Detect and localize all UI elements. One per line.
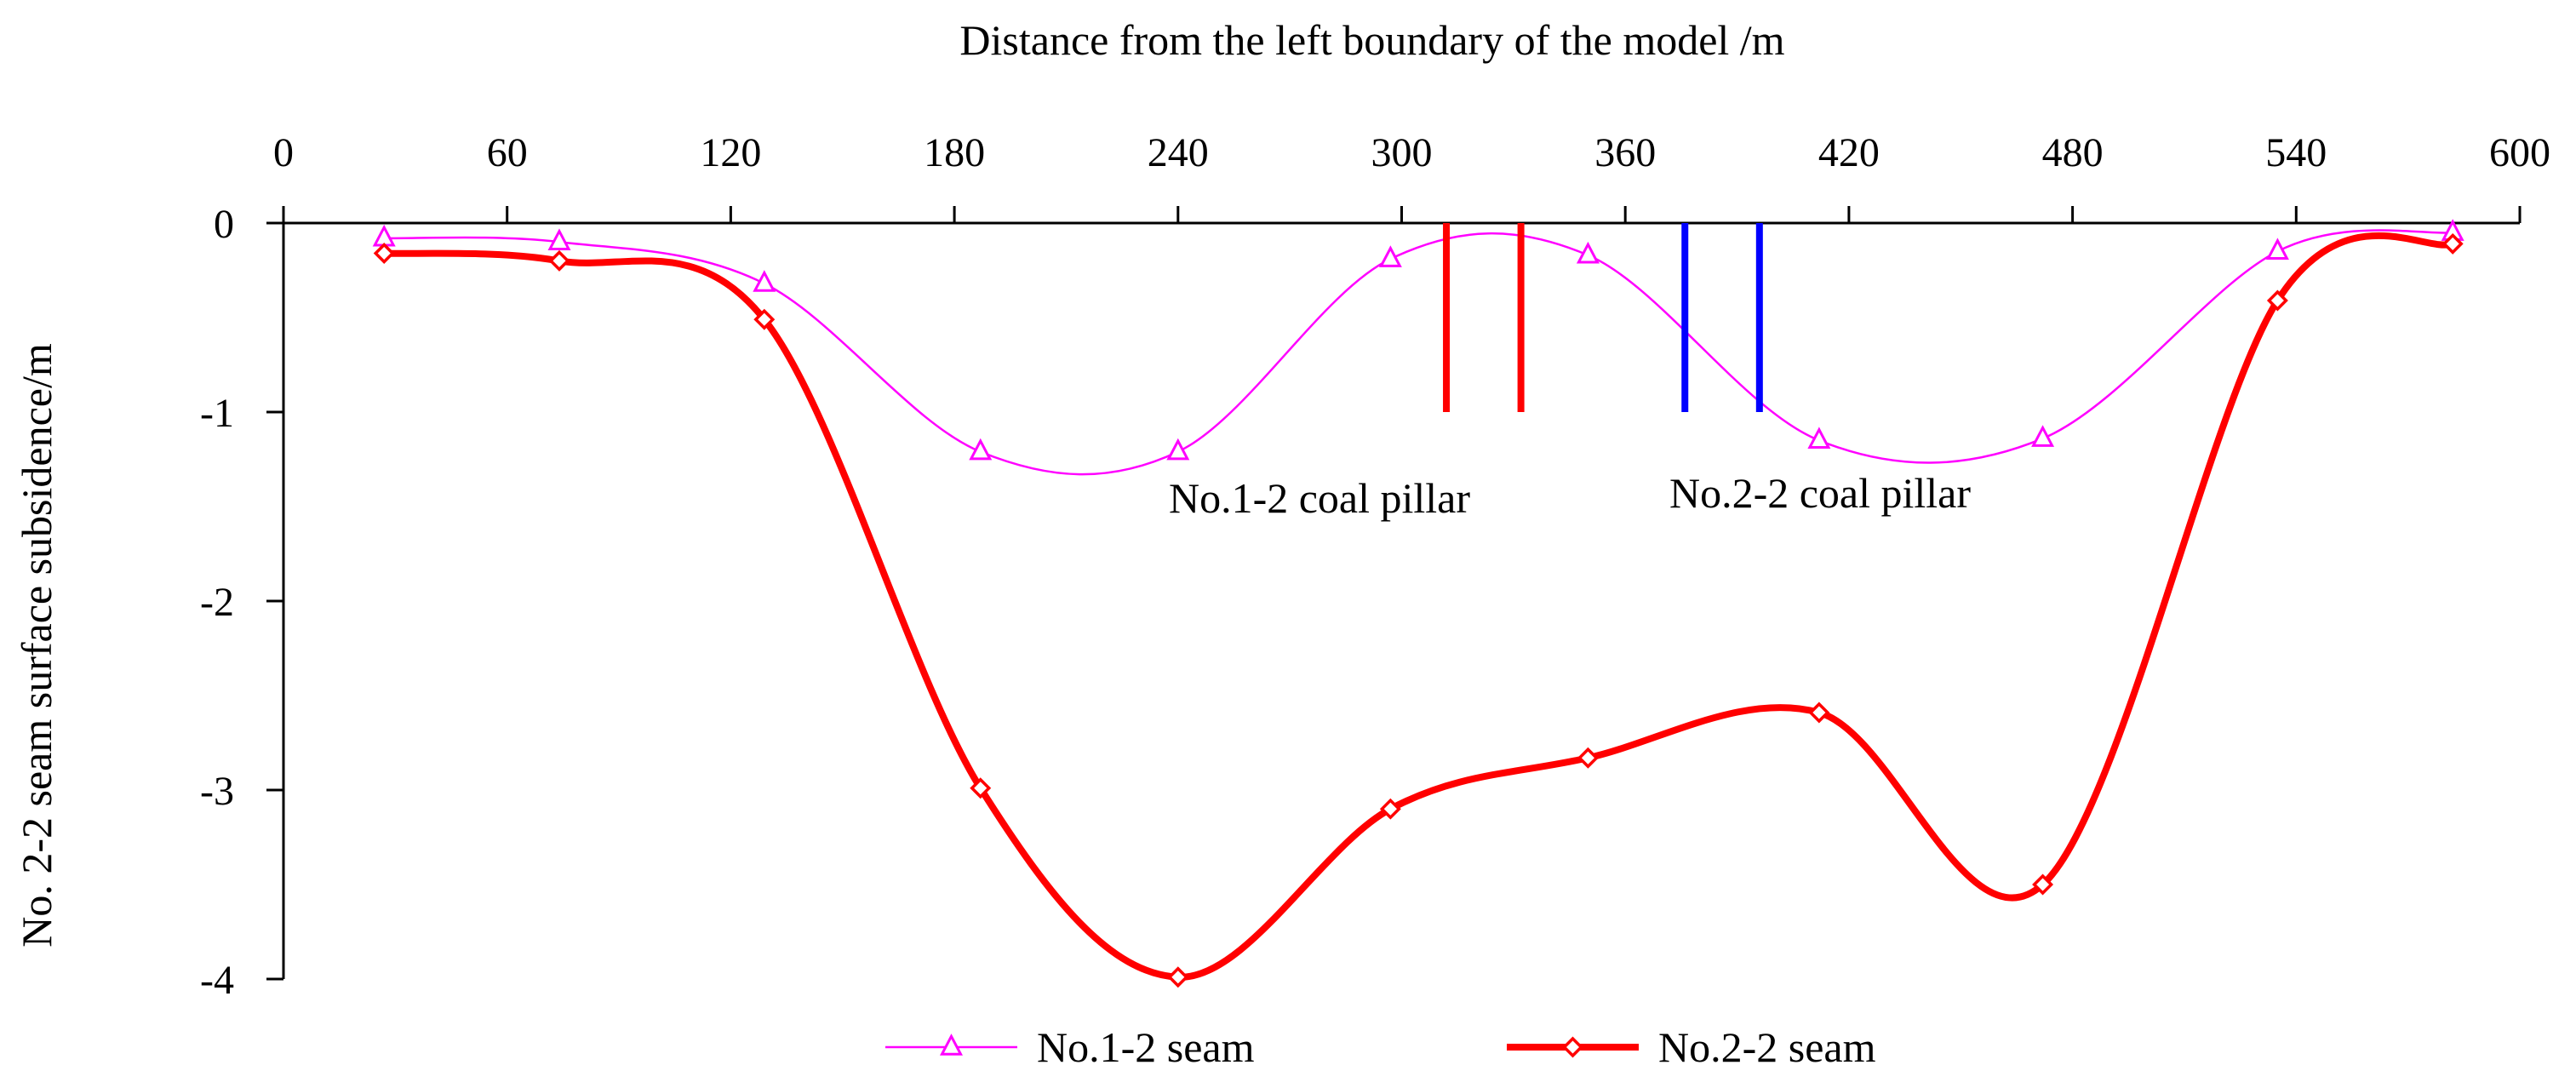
annotations: No.1-2 coal pillar No.2-2 coal pillar (1169, 223, 1971, 522)
triangle-marker (753, 270, 776, 292)
series-no-2-2-line (384, 232, 2454, 981)
diamond-marker (373, 243, 395, 264)
triangle-marker (547, 228, 571, 250)
x-tick-label: 540 (2265, 130, 2327, 175)
diamond-marker (753, 308, 776, 330)
x-tick-label: 180 (924, 130, 985, 175)
series-no-2-2 (373, 232, 2464, 988)
legend-item-no-1-2: No.1-2 seam (885, 1023, 1255, 1071)
series-no-1-2 (372, 219, 2464, 476)
axes: 0 60 120 180 240 300 360 420 480 540 600 0 -1 -2 -3 -4 (200, 130, 2550, 1003)
triangle-marker (1807, 427, 1831, 450)
triangle-marker (1576, 241, 1600, 264)
x-tick-label: 0 (273, 130, 294, 175)
diamond-marker (1379, 798, 1401, 820)
triangle-marker (2265, 238, 2289, 261)
triangle-marker (1166, 438, 1190, 461)
x-tick-label: 360 (1594, 130, 1656, 175)
y-tick-label: 0 (214, 202, 234, 247)
diamond-marker (1167, 966, 1189, 988)
x-tick-label: 240 (1148, 130, 1209, 175)
diamond-marker (548, 249, 570, 272)
diamond-marker (970, 777, 992, 799)
y-tick-label: -4 (200, 958, 234, 1003)
legend-diamond-marker (1562, 1036, 1583, 1058)
x-tick-label: 60 (487, 130, 528, 175)
y-tick-label: -2 (200, 580, 234, 625)
series-lines (372, 219, 2464, 988)
y-axis-label: No. 2-2 seam surface subsidence/m (13, 343, 60, 948)
diamond-marker (2032, 873, 2054, 896)
x-tick-label: 120 (700, 130, 761, 175)
legend-label: No.2-2 seam (1658, 1023, 1876, 1071)
diamond-marker (1808, 701, 1830, 724)
triangle-marker (1378, 245, 1402, 267)
legend: No.1-2 seam No.2-2 seam (885, 1023, 1876, 1071)
triangle-marker (969, 438, 993, 461)
diamond-marker (1577, 747, 1599, 769)
legend-label: No.1-2 seam (1037, 1023, 1255, 1071)
diamond-marker (2441, 232, 2464, 255)
x-tick-label: 600 (2489, 130, 2550, 175)
pillar-2-2: No.2-2 coal pillar (1669, 223, 1971, 517)
triangle-marker (2031, 425, 2055, 447)
legend-triangle-marker (940, 1034, 963, 1056)
y-tick-label: -1 (200, 391, 234, 436)
diamond-marker (2266, 289, 2288, 312)
pillar-1-2: No.1-2 coal pillar (1169, 223, 1525, 522)
pillar-2-2-label: No.2-2 coal pillar (1669, 469, 1971, 517)
triangle-marker (372, 224, 396, 247)
x-tick-label: 480 (2042, 130, 2104, 175)
pillar-1-2-label: No.1-2 coal pillar (1169, 474, 1470, 522)
y-tick-label: -3 (200, 769, 234, 814)
x-tick-label: 420 (1818, 130, 1880, 175)
legend-item-no-2-2: No.2-2 seam (1507, 1023, 1876, 1071)
x-tick-label: 300 (1371, 130, 1433, 175)
x-axis-label: Distance from the left boundary of the m… (959, 16, 1784, 64)
series-no-1-2-line (384, 229, 2453, 476)
